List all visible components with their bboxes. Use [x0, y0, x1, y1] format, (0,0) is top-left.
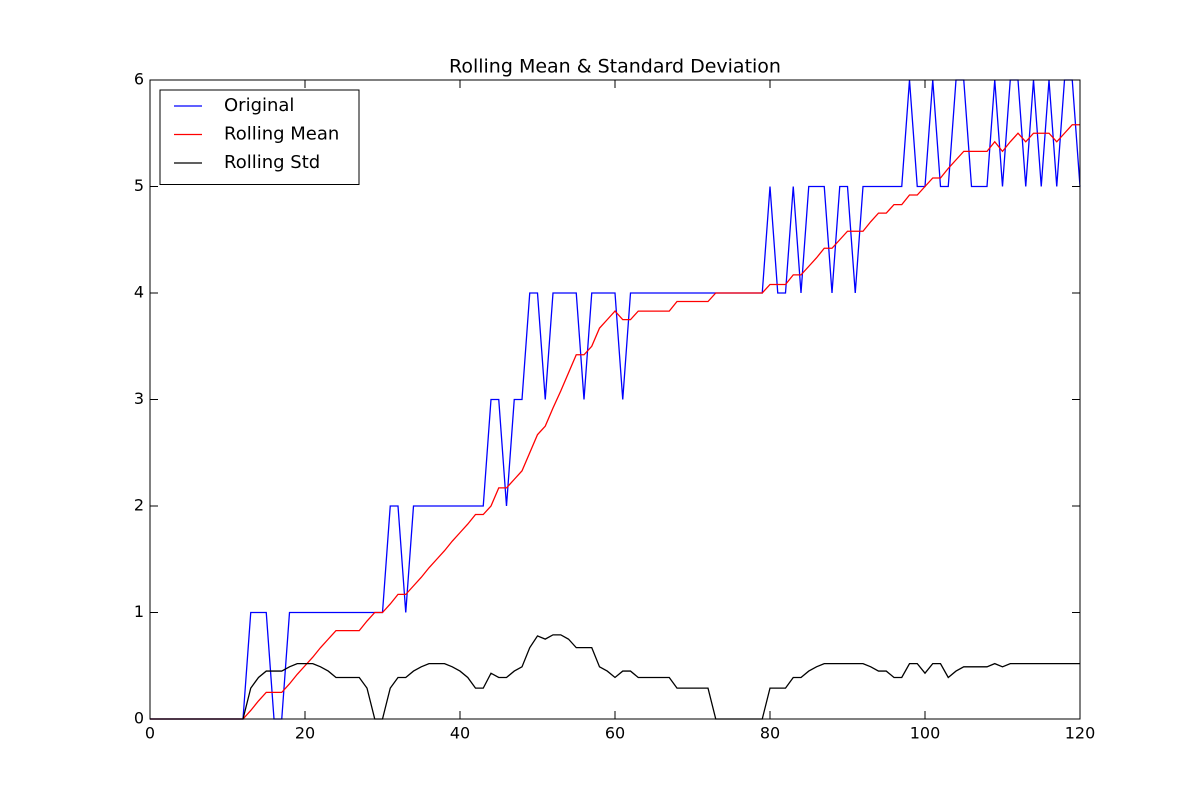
y-tick-label: 4: [134, 283, 144, 302]
x-tick-label: 0: [145, 724, 155, 743]
x-tick-label: 120: [1065, 724, 1096, 743]
x-tick-label: 40: [450, 724, 470, 743]
legend-label: Original: [224, 95, 294, 116]
y-tick-label: 1: [134, 602, 144, 621]
y-tick-label: 5: [134, 176, 144, 195]
data-line: [150, 634, 1080, 720]
legend-label: Rolling Std: [224, 152, 320, 173]
y-tick-label: 0: [134, 709, 144, 728]
y-tick-label: 3: [134, 389, 144, 408]
chart-title: Rolling Mean & Standard Deviation: [449, 56, 781, 78]
x-tick-label: 100: [910, 724, 941, 743]
x-tick-label: 60: [605, 724, 625, 743]
y-tick-label: 6: [134, 70, 144, 89]
data-line: [150, 124, 1080, 720]
legend-label: Rolling Mean: [224, 124, 339, 145]
x-tick-label: 80: [760, 724, 780, 743]
x-tick-label: 20: [295, 724, 315, 743]
y-tick-label: 2: [134, 496, 144, 515]
